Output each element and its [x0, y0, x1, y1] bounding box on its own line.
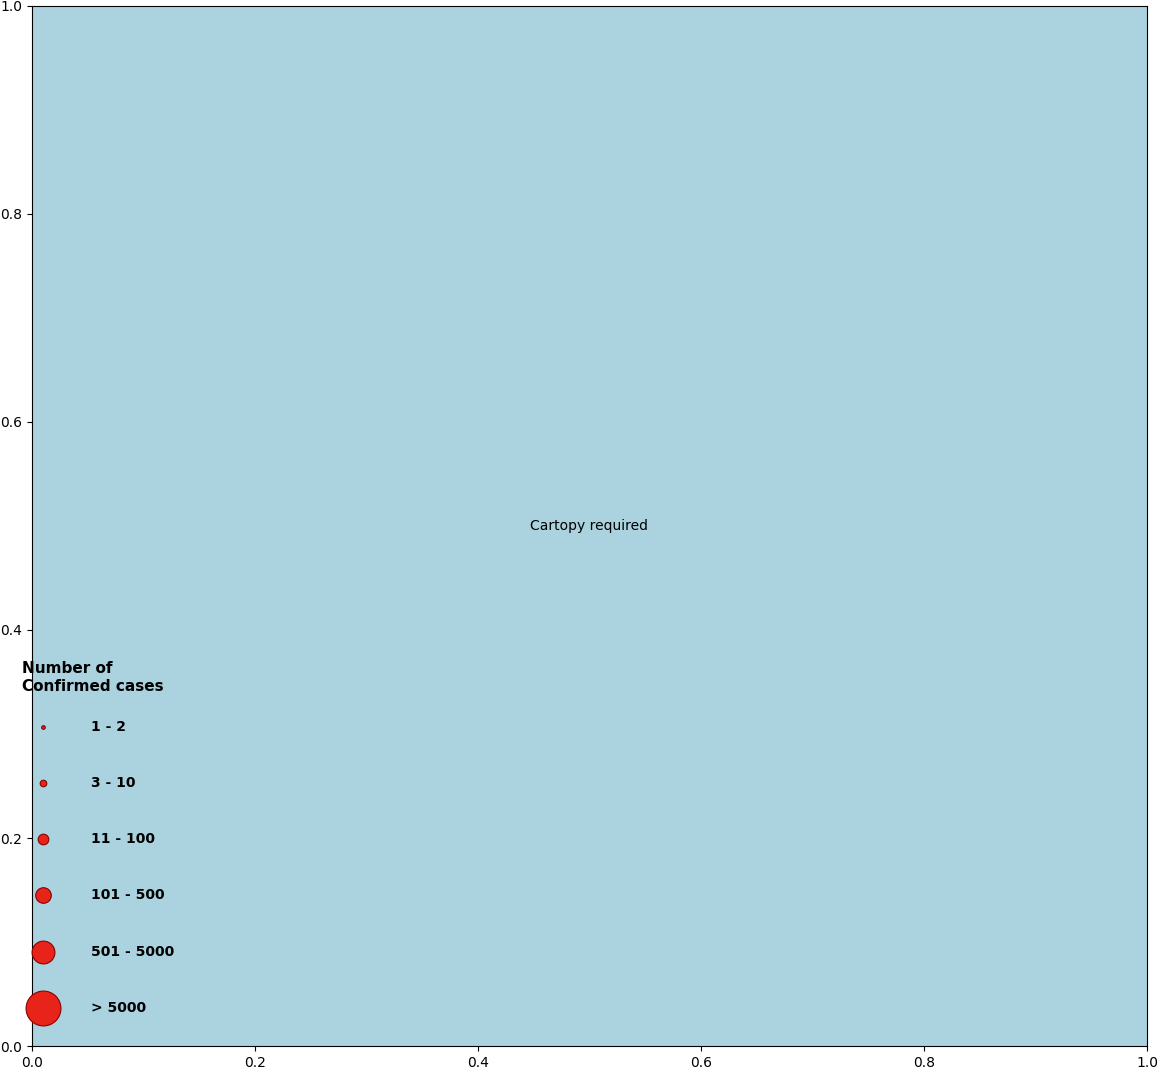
Point — [34, 830, 52, 847]
Point — [34, 943, 52, 960]
Text: Cartopy required: Cartopy required — [530, 519, 648, 533]
Text: > 5000: > 5000 — [90, 1000, 146, 1015]
Text: 101 - 500: 101 - 500 — [90, 888, 164, 902]
Text: Number of
Confirmed cases: Number of Confirmed cases — [22, 661, 163, 693]
Text: 3 - 10: 3 - 10 — [90, 776, 135, 790]
Point — [34, 999, 52, 1016]
Text: 11 - 100: 11 - 100 — [90, 832, 155, 846]
Text: 501 - 5000: 501 - 5000 — [90, 945, 174, 959]
Text: 1 - 2: 1 - 2 — [90, 720, 126, 734]
Point — [34, 887, 52, 904]
Point — [34, 718, 52, 735]
Point — [34, 775, 52, 792]
